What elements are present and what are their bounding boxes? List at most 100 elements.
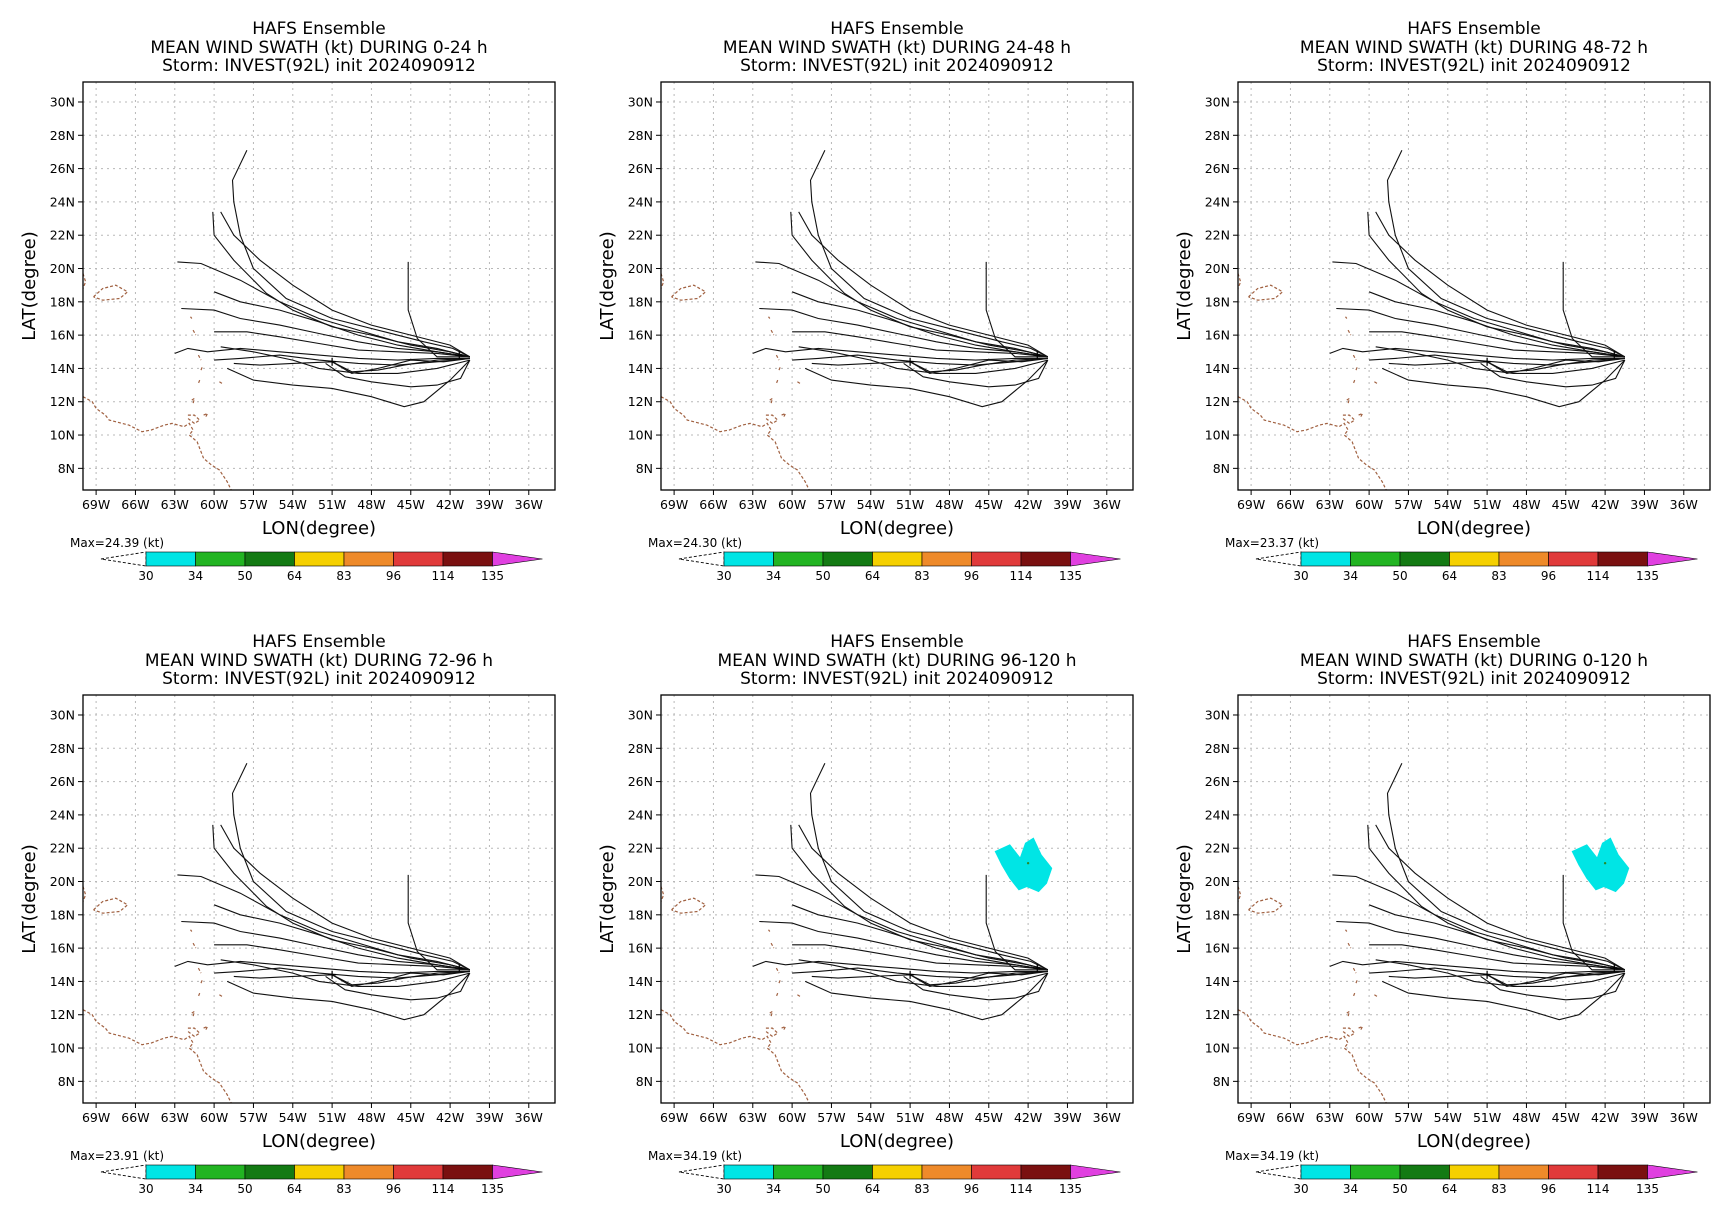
lon-tick-label: 51W bbox=[896, 1110, 924, 1125]
lat-tick-label: 18N bbox=[50, 294, 75, 309]
lon-tick-label: 39W bbox=[1053, 497, 1081, 512]
plot-frame bbox=[82, 81, 556, 491]
coastline bbox=[93, 897, 129, 914]
lon-tick-label: 39W bbox=[1630, 497, 1658, 512]
colorbar-level-label: 50 bbox=[237, 1182, 252, 1196]
coastline bbox=[219, 381, 223, 384]
ensemble-track bbox=[231, 150, 471, 358]
coastline bbox=[775, 354, 780, 361]
colorbar-segment bbox=[1597, 551, 1648, 567]
colorbar-segment bbox=[1498, 551, 1549, 567]
lon-tick-label: 51W bbox=[318, 497, 346, 512]
panel-title-line1: HAFS Ensemble bbox=[252, 19, 385, 39]
colorbar-overflow bbox=[492, 1164, 543, 1180]
lon-tick-label: 60W bbox=[1355, 1110, 1383, 1125]
colorbar-segment bbox=[393, 551, 444, 567]
coastline bbox=[661, 1009, 810, 1103]
colorbar-segment bbox=[1399, 1164, 1450, 1180]
colorbar-level-label: 114 bbox=[1587, 1182, 1610, 1196]
colorbar: 30 34 50 64 83 96 114 135 bbox=[1255, 551, 1698, 583]
colorbar-level-label: 96 bbox=[964, 1182, 979, 1196]
panel-title-line2: MEAN WIND SWATH (kt) DURING 24-48 h bbox=[723, 38, 1071, 58]
storm-center-mark bbox=[1033, 351, 1042, 360]
lon-tick-label: 45W bbox=[1552, 497, 1580, 512]
lon-tick-label: 69W bbox=[660, 497, 688, 512]
max-wind-label: Max=34.19 (kt) bbox=[648, 1149, 742, 1163]
colorbar-level-label: 50 bbox=[815, 569, 830, 583]
lon-tick-label: 63W bbox=[161, 1110, 189, 1125]
colorbar-segment bbox=[872, 551, 923, 567]
lon-tick-label: 54W bbox=[1434, 1110, 1462, 1125]
lon-tick-label: 54W bbox=[1434, 497, 1462, 512]
colorbar-level-label: 30 bbox=[138, 1182, 153, 1196]
colorbar-level-label: 64 bbox=[865, 1182, 880, 1196]
lat-tick-label: 8N bbox=[1213, 1074, 1230, 1089]
colorbar-segment bbox=[1548, 551, 1599, 567]
lat-tick-label: 28N bbox=[50, 741, 75, 756]
panel-title-line3: Storm: INVEST(92L) init 2024090912 bbox=[740, 56, 1054, 76]
lat-tick-label: 12N bbox=[50, 1007, 75, 1022]
panel-title-line3: Storm: INVEST(92L) init 2024090912 bbox=[1317, 56, 1631, 76]
ensemble-track bbox=[1381, 359, 1626, 408]
colorbar-level-label: 83 bbox=[1491, 1182, 1506, 1196]
lon-tick-label: 39W bbox=[475, 497, 503, 512]
coastline bbox=[197, 967, 202, 974]
lon-tick-label: 69W bbox=[82, 1110, 110, 1125]
ensemble-track bbox=[790, 211, 1048, 358]
panel-title-line2: MEAN WIND SWATH (kt) DURING 0-24 h bbox=[150, 38, 487, 58]
ensemble-track bbox=[325, 359, 471, 388]
lat-tick-label: 26N bbox=[628, 774, 653, 789]
lon-tick-label: 57W bbox=[817, 497, 845, 512]
colorbar-level-label: 114 bbox=[432, 1182, 455, 1196]
lon-tick-label: 66W bbox=[121, 497, 149, 512]
ensemble-track bbox=[325, 972, 471, 1001]
lat-tick-label: 22N bbox=[628, 228, 653, 243]
colorbar-level-label: 135 bbox=[1059, 569, 1082, 583]
colorbar-level-label: 135 bbox=[481, 569, 504, 583]
lat-tick-label: 24N bbox=[1205, 194, 1230, 209]
coastline bbox=[768, 929, 771, 932]
coastline bbox=[765, 414, 779, 425]
lon-tick-label: 45W bbox=[975, 1110, 1003, 1125]
lon-tick-label: 66W bbox=[1276, 497, 1304, 512]
lat-tick-label: 10N bbox=[1205, 428, 1230, 443]
ensemble-track bbox=[755, 874, 1048, 971]
colorbar-level-label: 30 bbox=[1293, 1182, 1308, 1196]
coastline bbox=[770, 329, 775, 336]
ensemble-track bbox=[752, 347, 1048, 361]
lon-tick-label: 45W bbox=[975, 497, 1003, 512]
lat-tick-label: 30N bbox=[1205, 94, 1230, 109]
colorbar: 30 34 50 64 83 96 114 135 bbox=[100, 1164, 543, 1196]
lat-tick-label: 8N bbox=[636, 1074, 653, 1089]
lat-tick-label: 24N bbox=[50, 807, 75, 822]
coastline bbox=[1238, 886, 1242, 902]
ensemble-track bbox=[181, 307, 470, 358]
lat-tick-label: 20N bbox=[628, 874, 653, 889]
colorbar-segment bbox=[1300, 551, 1351, 567]
wind-swath bbox=[1571, 837, 1630, 893]
lat-tick-label: 28N bbox=[1205, 128, 1230, 143]
colorbar-level-label: 34 bbox=[766, 1182, 781, 1196]
colorbar-segment bbox=[195, 1164, 246, 1180]
colorbar-level-label: 50 bbox=[815, 1182, 830, 1196]
lon-tick-label: 36W bbox=[515, 497, 543, 512]
lat-tick-label: 24N bbox=[50, 194, 75, 209]
colorbar-level-label: 50 bbox=[237, 569, 252, 583]
coastline bbox=[190, 929, 193, 932]
ensemble-track bbox=[331, 357, 470, 373]
ensemble-track bbox=[181, 920, 470, 971]
panel-title-line1: HAFS Ensemble bbox=[1407, 19, 1540, 39]
colorbar-level-label: 64 bbox=[1442, 1182, 1457, 1196]
lon-tick-label: 48W bbox=[935, 1110, 963, 1125]
lat-tick-label: 18N bbox=[628, 907, 653, 922]
y-axis-label: LAT(degree) bbox=[597, 231, 618, 340]
lon-tick-label: 66W bbox=[1276, 1110, 1304, 1125]
ensemble-track bbox=[1375, 824, 1626, 971]
ensemble-track bbox=[759, 920, 1048, 971]
ensemble-track bbox=[214, 331, 470, 358]
lon-tick-label: 39W bbox=[1053, 1110, 1081, 1125]
lon-tick-label: 36W bbox=[1670, 1110, 1698, 1125]
